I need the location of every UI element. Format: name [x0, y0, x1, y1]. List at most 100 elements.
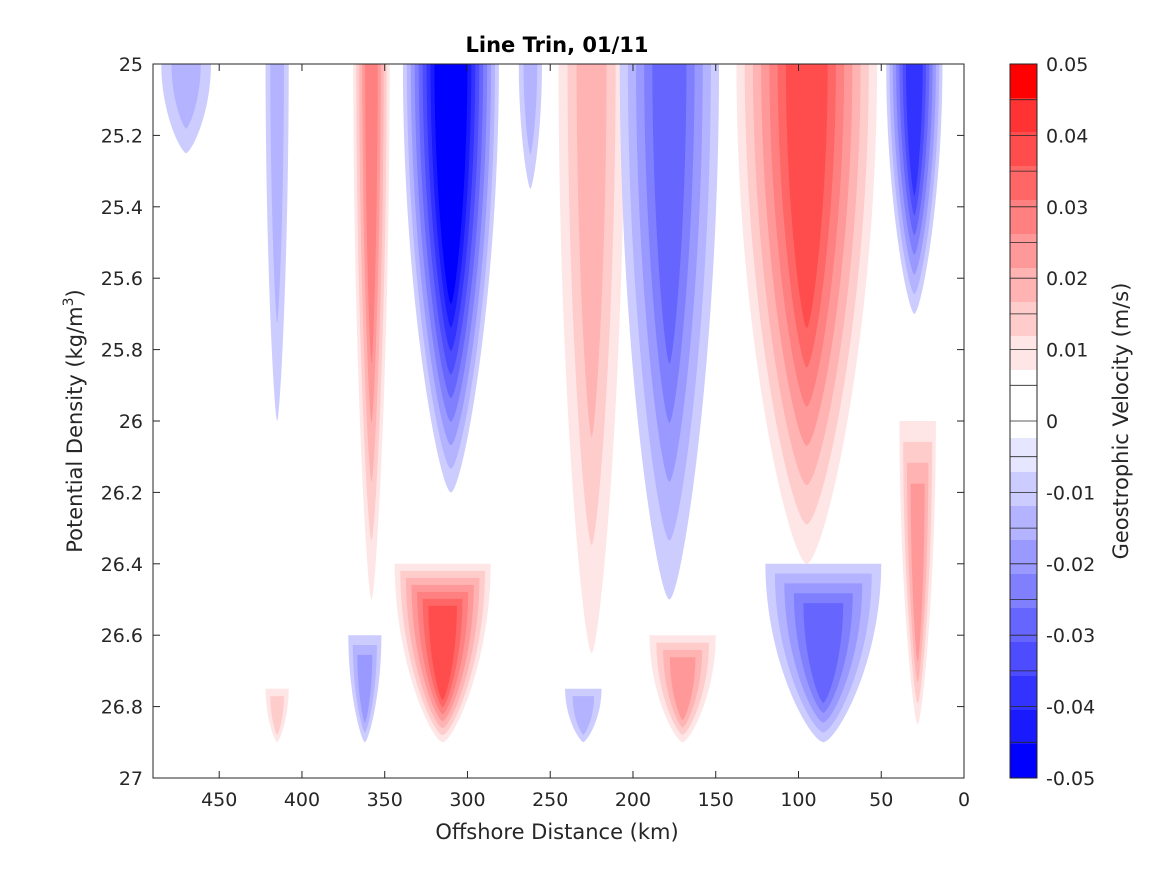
colorbar-tick-label: -0.02	[1046, 554, 1095, 576]
contour-level-neg-0.015	[357, 654, 373, 723]
contour-pos-bottom-170	[649, 635, 716, 743]
colorbar-tick-label: 0	[1046, 411, 1058, 433]
x-tick-label: 50	[869, 789, 893, 811]
colorbar-band	[1010, 676, 1037, 710]
colorbar-band	[1010, 64, 1037, 98]
x-axis-ticks: 450 400 350 300 250 200 150 100 50 0	[201, 64, 970, 811]
contour-level-pos-0.01	[270, 696, 284, 735]
colorbar-band	[1010, 370, 1037, 404]
y-tick-label: 26.6	[101, 625, 143, 647]
colorbar: 0.05 0.04 0.03 0.02 0.01 0 -0.01 -0.02 -0.03 -0.0…	[1009, 54, 1133, 790]
y-axis-label-main: Potential Density (kg/m	[63, 306, 87, 552]
colorbar-band	[1010, 710, 1037, 744]
contour-pos-bottom-315	[394, 563, 491, 743]
contour-neg-faint-260	[518, 64, 542, 189]
contour-pos-bottom-410	[265, 688, 289, 743]
y-tick-label: 26.4	[101, 554, 143, 576]
x-tick-label: 350	[367, 789, 403, 811]
contour-neg-bottom-360	[348, 635, 382, 743]
contour-neg-faint-415	[265, 64, 289, 421]
y-tick-label: 25.6	[101, 268, 143, 290]
x-tick-label: 200	[615, 789, 651, 811]
colorbar-band	[1010, 302, 1037, 336]
colorbar-tick-label: 0.03	[1046, 197, 1088, 219]
colorbar-tick-label: 0.02	[1046, 268, 1088, 290]
chart-title: Line Trin, 01/11	[465, 33, 648, 57]
contour-level-neg-0.05	[438, 64, 464, 281]
y-tick-label: 25.2	[101, 125, 143, 147]
colorbar-band	[1010, 268, 1037, 302]
y-tick-label: 26.2	[101, 482, 143, 504]
y-tick-label: 26	[119, 411, 143, 433]
colorbar-tick-label: -0.05	[1046, 768, 1095, 790]
colorbar-ticks: 0.05 0.04 0.03 0.02 0.01 0 -0.01 -0.02 -0.03 -0.0…	[1046, 54, 1095, 790]
colorbar-label: Geostrophic Velocity (m/s)	[1109, 283, 1133, 560]
colorbar-tick-label: -0.03	[1046, 625, 1095, 647]
colorbar-band	[1010, 98, 1037, 132]
contour-level-pos-0.015	[576, 64, 607, 438]
colorbar-tick-label: 0.04	[1046, 125, 1088, 147]
colorbar-tick-label: -0.01	[1046, 482, 1095, 504]
y-tick-label: 26.8	[101, 697, 143, 719]
contour-level-neg-0.01	[523, 64, 538, 155]
y-axis-ticks: 25 25.2 25.4 25.6 25.8 26 26.2 26.4 26.6 26.8 27	[101, 54, 964, 790]
colorbar-band	[1010, 608, 1037, 642]
contour-level-neg-0.01	[171, 64, 201, 129]
contour-level-neg-0.025	[803, 603, 844, 704]
x-tick-label: 150	[698, 789, 734, 811]
plot-area: 450 400 350 300 250 200 150 100 50 0 2525.225.425…	[101, 54, 970, 811]
y-tick-label: 27	[119, 768, 143, 790]
colorbar-band	[1010, 166, 1037, 200]
contour-level-neg-0.025	[652, 64, 687, 364]
y-axis-label: Potential Density (kg/m3)	[61, 289, 87, 553]
contour-level-neg-0.01	[270, 64, 284, 323]
contour-level-neg-0.035	[905, 64, 923, 197]
colorbar-band	[1010, 200, 1037, 234]
contour-pos-edge-25	[899, 421, 936, 725]
colorbar-band	[1010, 336, 1037, 370]
contour-level-pos-0.035	[785, 64, 828, 329]
contour-fill-group	[161, 64, 943, 743]
x-tick-label: 450	[201, 789, 237, 811]
contour-neg-tilt-175	[619, 64, 720, 600]
contour-level-pos-0.035	[428, 605, 457, 701]
y-axis-label-end: )	[63, 289, 87, 297]
colorbar-band	[1010, 540, 1037, 574]
colorbar-band	[1010, 132, 1037, 166]
contour-neg-bottom-85	[765, 563, 882, 743]
colorbar-tick-label: 0.05	[1046, 54, 1088, 76]
contour-level-pos-0.025	[365, 64, 378, 364]
colorbar-band	[1010, 234, 1037, 268]
colorbar-frame	[1009, 63, 1038, 779]
x-tick-label: 0	[958, 789, 970, 811]
colorbar-band	[1010, 472, 1037, 506]
contour-pos-strip-360	[353, 64, 390, 600]
x-axis-label: Offshore Distance (km)	[435, 820, 678, 844]
x-tick-label: 250	[532, 789, 568, 811]
colorbar-band	[1010, 642, 1037, 676]
colorbar-band	[1010, 574, 1037, 608]
contour-pos-tilt-225	[558, 64, 625, 654]
x-tick-label: 100	[780, 789, 816, 811]
y-axis-label-superscript: 3	[61, 297, 77, 306]
colorbar-tick-label: 0.01	[1046, 340, 1088, 362]
colorbar-band	[1010, 438, 1037, 472]
contour-pos-core-95	[736, 64, 878, 564]
y-tick-label: 25.4	[101, 197, 143, 219]
y-tick-label: 25.8	[101, 340, 143, 362]
contour-neg-corner-470	[161, 64, 211, 154]
contour-level-pos-0.02	[910, 483, 925, 662]
x-tick-label: 400	[284, 789, 320, 811]
contour-level-pos-0.02	[669, 657, 696, 721]
contour-level-neg-0.01	[572, 696, 595, 735]
y-tick-label: 25	[119, 54, 143, 76]
contour-neg-bottom-230	[565, 688, 602, 743]
x-tick-label: 300	[449, 789, 485, 811]
colorbar-band	[1010, 744, 1037, 778]
contour-neg-core-310	[402, 64, 499, 493]
colorbar-band	[1010, 506, 1037, 540]
colorbar-tick-label: -0.04	[1046, 697, 1095, 719]
colorbar-bands	[1010, 63, 1037, 779]
contour-neg-edge-30	[886, 64, 943, 314]
